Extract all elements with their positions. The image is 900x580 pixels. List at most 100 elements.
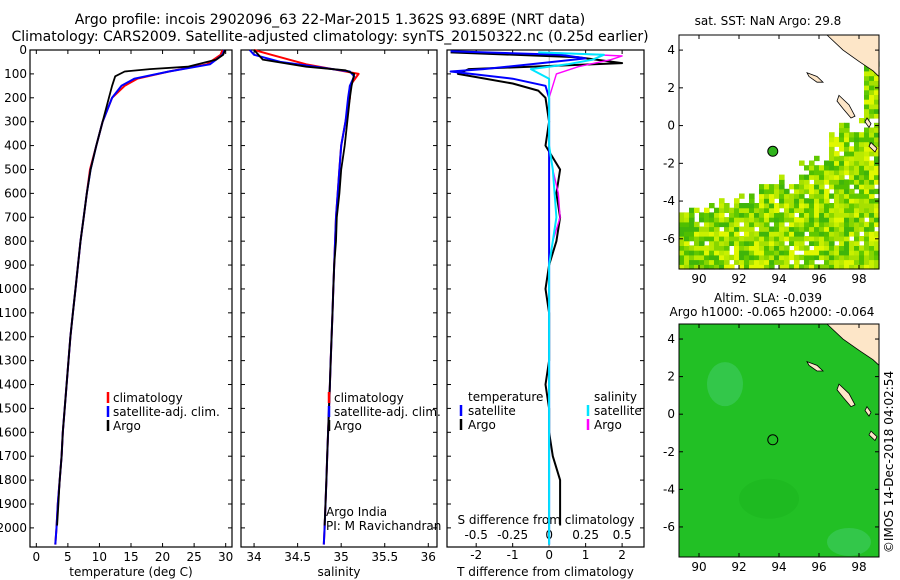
sst-cell: [709, 245, 715, 251]
sst-cell: [769, 240, 775, 246]
sst-cell: [829, 250, 835, 256]
sst-cell: [679, 254, 685, 261]
sst-cell: [794, 184, 800, 190]
sst-cell: [784, 250, 790, 256]
sst-cell: [849, 174, 855, 180]
sst-cell: [724, 259, 730, 265]
sst-cell: [794, 217, 800, 223]
sst-cell: [859, 193, 865, 199]
sst-cell: [849, 155, 855, 162]
sst-cell: [694, 254, 700, 261]
sst-cell: [814, 236, 820, 242]
sst-cell: [689, 231, 695, 237]
sst-cell: [734, 259, 740, 265]
sst-cell: [679, 221, 685, 228]
sst-cell: [854, 212, 860, 218]
sst-cell: [789, 226, 795, 232]
sst-cell: [809, 221, 815, 228]
sst-cell: [689, 264, 695, 270]
sst-cell: [799, 221, 805, 228]
sst-cell: [819, 226, 825, 232]
sst-cell: [704, 245, 710, 251]
sst-cell: [824, 203, 830, 209]
sst-cell: [754, 236, 760, 242]
sst-cell: [709, 236, 715, 242]
sst-cell: [784, 226, 790, 232]
sst-cell: [784, 203, 790, 209]
sst-cell: [859, 188, 865, 195]
sla-lat-tick-label: 2: [667, 370, 675, 384]
sst-cell: [829, 264, 835, 270]
sst-cell: [864, 94, 870, 100]
sst-cell: [814, 264, 820, 270]
sst-cell: [859, 245, 865, 251]
sst-cell: [854, 245, 860, 251]
sst-cell: [834, 174, 840, 180]
sst-cell: [834, 155, 840, 162]
salinity-line-0: [253, 49, 360, 545]
sst-cell: [749, 264, 755, 270]
sst-cell: [799, 160, 805, 166]
sst-cell: [844, 264, 850, 270]
sst-cell: [869, 165, 875, 171]
sst-cell: [759, 250, 765, 256]
sst-cell: [789, 221, 795, 228]
sst-cell: [869, 89, 875, 95]
sst-cell: [834, 245, 840, 251]
sst-cell: [714, 207, 720, 213]
sst-cell: [869, 250, 875, 256]
temperature-legend-label: satellite-adj. clim.: [113, 405, 220, 419]
sst-cell: [684, 250, 690, 256]
sst-cell: [694, 221, 700, 228]
sst-cell: [844, 146, 850, 152]
sst-cell: [839, 165, 845, 171]
sst-cell: [864, 108, 870, 114]
sst-cell: [839, 169, 845, 176]
sst-cell: [839, 231, 845, 237]
sst-cell: [844, 236, 850, 242]
sst-cell: [824, 226, 830, 232]
sst-cell: [764, 193, 770, 199]
sst-cell: [804, 188, 810, 195]
sst-cell: [869, 212, 875, 218]
sst-cell: [714, 212, 720, 218]
sst-cell: [864, 240, 870, 246]
sst-cell: [769, 184, 775, 190]
sst-cell: [809, 231, 815, 237]
sst-cell: [739, 212, 745, 218]
sst-cell: [839, 136, 845, 143]
temp-diff-tick-label: 1: [582, 548, 590, 562]
sst-cell: [814, 188, 820, 195]
sst-cell: [774, 203, 780, 209]
sst-cell: [799, 184, 805, 190]
sst-cell: [774, 231, 780, 237]
sst-cell: [839, 226, 845, 232]
sst-cell: [794, 231, 800, 237]
imos-credit: ©IMOS 14-Dec-2018 04:02:54: [882, 371, 896, 553]
sst-cell: [719, 231, 725, 237]
sst-cell: [814, 179, 820, 185]
sst-cell: [734, 217, 740, 223]
sst-cell: [729, 231, 735, 237]
sst-lon-tick-label: 92: [731, 272, 746, 286]
sst-cell: [839, 146, 845, 152]
sst-cell: [864, 212, 870, 218]
sst-cell: [814, 193, 820, 199]
sst-cell: [844, 231, 850, 237]
sst-cell: [729, 254, 735, 261]
sst-cell: [824, 221, 830, 228]
sst-cell: [764, 184, 770, 190]
sst-cell: [869, 94, 875, 100]
sst-cell: [699, 250, 705, 256]
sst-lon-tick-label: 90: [691, 272, 706, 286]
sst-cell: [824, 193, 830, 199]
sst-cell: [854, 193, 860, 199]
sst-cell: [774, 221, 780, 228]
sst-cell: [859, 198, 865, 204]
sst-lat-tick-label: -4: [663, 194, 675, 208]
sst-cell: [804, 198, 810, 204]
sst-cell: [814, 207, 820, 213]
sst-cell: [834, 169, 840, 176]
sst-lat-tick-label: 0: [667, 119, 675, 133]
sst-cell: [874, 89, 880, 95]
